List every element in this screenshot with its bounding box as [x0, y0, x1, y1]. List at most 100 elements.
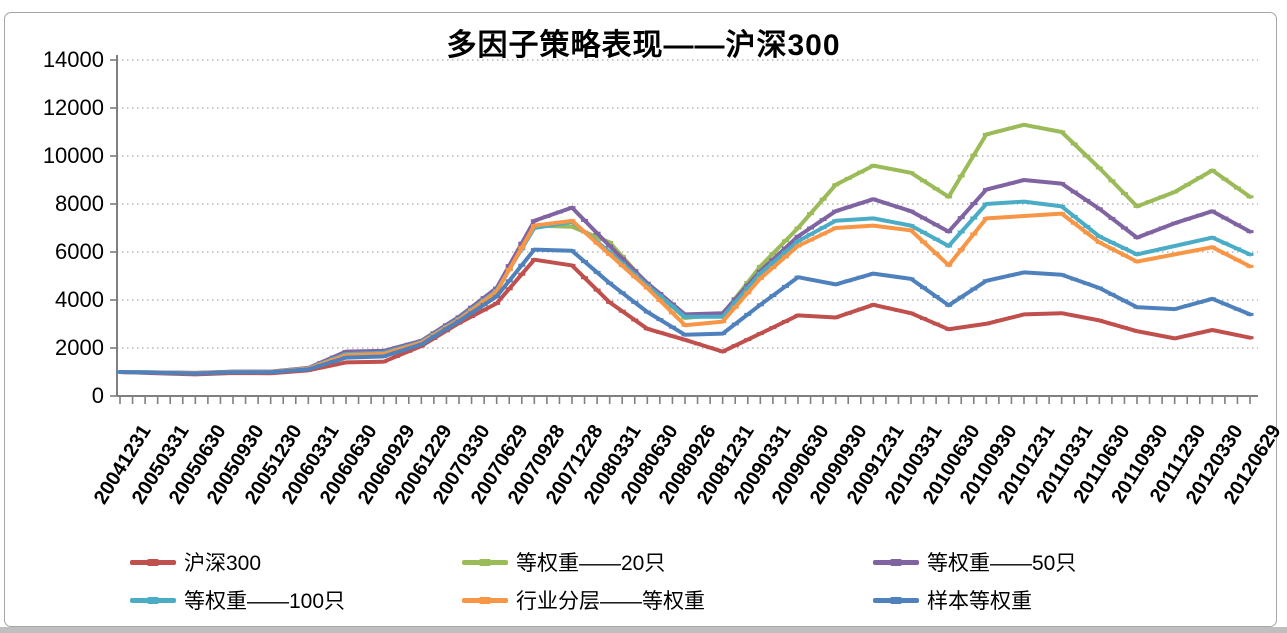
data-point-marker: [844, 311, 852, 315]
data-point-marker: [1208, 168, 1216, 172]
data-point-marker: [593, 270, 601, 274]
data-point-marker: [832, 282, 840, 286]
data-point-marker: [530, 248, 538, 252]
data-point-marker: [932, 187, 940, 191]
data-point-marker: [957, 230, 965, 234]
data-point-marker: [1095, 207, 1103, 211]
data-point-marker: [857, 275, 865, 279]
data-point-marker: [367, 349, 375, 353]
data-point-marker: [581, 276, 589, 280]
data-point-marker: [1070, 277, 1078, 281]
data-point-marker: [769, 294, 777, 298]
data-point-marker: [920, 240, 928, 244]
data-point-marker: [555, 224, 563, 228]
data-point-marker: [179, 371, 187, 375]
data-point-marker: [1083, 154, 1091, 158]
data-point-marker: [844, 279, 852, 283]
data-point-marker: [982, 188, 990, 192]
data-point-marker: [543, 222, 551, 226]
data-point-marker: [342, 356, 350, 360]
data-point-marker: [1058, 182, 1066, 186]
data-point-marker: [1083, 316, 1091, 320]
data-point-marker: [882, 273, 890, 277]
data-point-marker: [681, 338, 689, 342]
data-point-marker: [1120, 253, 1128, 257]
data-point-marker: [756, 272, 764, 276]
data-point-marker: [668, 311, 676, 315]
data-point-marker: [794, 239, 802, 243]
data-point-marker: [618, 256, 626, 260]
data-point-marker: [267, 370, 275, 374]
data-point-marker: [1233, 333, 1241, 337]
data-point-marker: [1033, 312, 1041, 316]
data-point-marker: [1183, 241, 1191, 245]
data-point-marker: [1007, 316, 1015, 320]
data-point-marker: [920, 230, 928, 234]
data-point-marker: [1033, 125, 1041, 129]
data-point-marker: [1045, 180, 1053, 184]
data-point-marker: [857, 217, 865, 221]
data-point-marker: [380, 354, 388, 358]
data-point-marker: [505, 287, 513, 291]
data-point-marker: [894, 275, 902, 279]
data-point-marker: [907, 277, 915, 281]
data-point-marker: [254, 370, 262, 374]
data-point-marker: [480, 299, 488, 303]
data-point-marker: [807, 278, 815, 282]
data-point-marker: [1171, 336, 1179, 340]
data-point-marker: [1171, 190, 1179, 194]
data-point-marker: [593, 231, 601, 235]
data-point-marker: [857, 201, 865, 205]
data-point-marker: [970, 153, 978, 157]
data-point-marker: [807, 232, 815, 236]
legend-line-marker: [462, 549, 508, 575]
data-point-marker: [1133, 204, 1141, 208]
data-point-marker: [794, 313, 802, 317]
data-point-marker: [1246, 230, 1254, 234]
data-point-marker: [756, 276, 764, 280]
data-point-marker: [970, 232, 978, 236]
legend-line-marker: [873, 587, 919, 613]
data-point-marker: [769, 261, 777, 265]
data-point-marker: [694, 312, 702, 316]
data-point-marker: [468, 314, 476, 318]
data-point-marker: [1196, 331, 1204, 335]
data-point-marker: [593, 288, 601, 292]
data-point-marker: [493, 294, 501, 298]
data-point-marker: [781, 284, 789, 288]
data-point-marker: [894, 205, 902, 209]
data-point-marker: [857, 170, 865, 174]
data-point-marker: [342, 350, 350, 354]
data-point-marker: [442, 327, 450, 331]
legend-item: 等权重——50只: [873, 549, 1076, 575]
data-point-marker: [932, 322, 940, 326]
data-point-marker: [794, 226, 802, 230]
data-point-marker: [518, 241, 526, 245]
data-point-marker: [518, 246, 526, 250]
y-axis-tick-label: 0: [91, 383, 104, 408]
data-point-marker: [1033, 179, 1041, 183]
data-point-marker: [505, 279, 513, 283]
data-point-marker: [1146, 250, 1154, 254]
data-point-marker: [719, 315, 727, 319]
data-point-marker: [317, 366, 325, 370]
data-point-marker: [744, 286, 752, 290]
data-point-marker: [329, 363, 337, 367]
data-point-marker: [631, 275, 639, 279]
data-point-marker: [1158, 306, 1166, 310]
data-point-marker: [568, 206, 576, 210]
data-point-marker: [819, 226, 827, 230]
chart-object-frame[interactable]: [4, 12, 1277, 627]
data-point-marker: [706, 346, 714, 350]
data-point-marker: [681, 323, 689, 327]
data-point-marker: [1020, 200, 1028, 204]
data-point-marker: [1133, 305, 1141, 309]
data-point-marker: [832, 226, 840, 230]
data-point-marker: [719, 311, 727, 315]
data-point-marker: [769, 252, 777, 256]
y-axis-tick-label: 2000: [55, 335, 104, 360]
bottom-gray-bar: [0, 627, 1287, 633]
data-point-marker: [920, 179, 928, 183]
data-point-marker: [530, 224, 538, 228]
data-point-marker: [606, 240, 614, 244]
